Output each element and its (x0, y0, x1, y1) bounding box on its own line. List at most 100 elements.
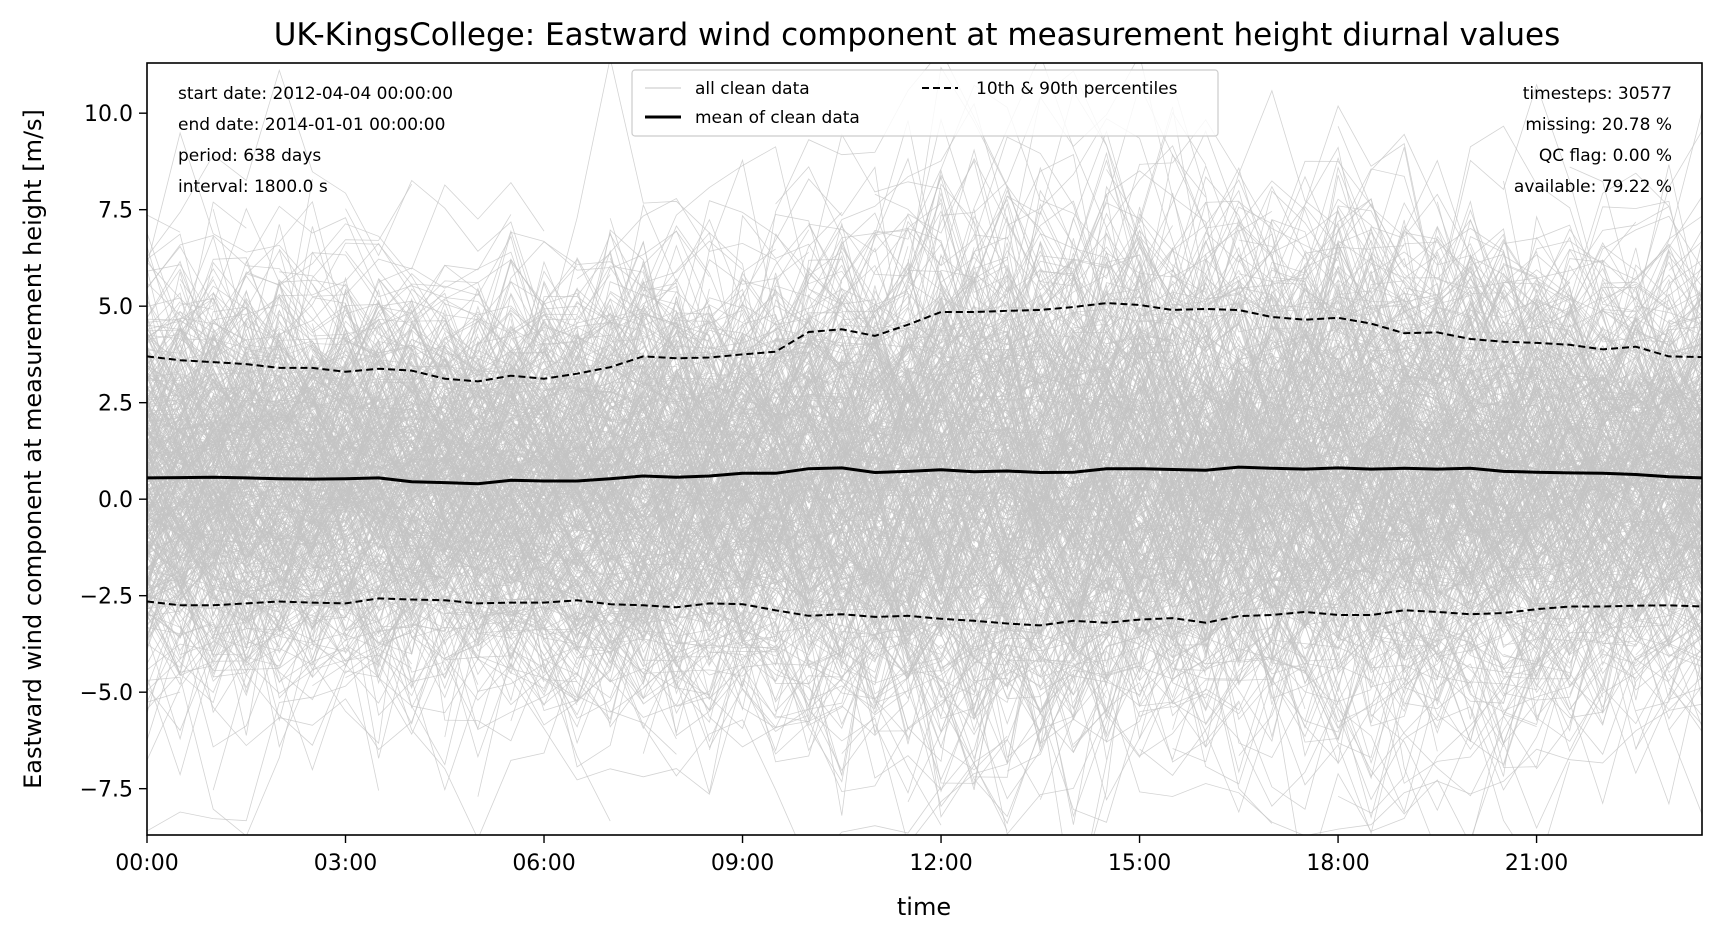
clean-data-trace (147, 251, 1702, 690)
y-tick-label: 5.0 (98, 295, 133, 320)
y-tick-label: −5.0 (80, 681, 133, 706)
clean-data-trace (147, 159, 1702, 561)
clean-data-trace (147, 347, 1702, 780)
info-right: timesteps: 30577 missing: 20.78 % QC flag:… (1514, 84, 1672, 197)
info-right-line: timesteps: 30577 (1523, 84, 1672, 104)
clean-data-trace (147, 210, 1702, 622)
clean-data-trace (147, 156, 1702, 699)
clean-data-trace (147, 84, 1702, 644)
x-tick-label: 21:00 (1505, 851, 1568, 876)
clean-data-trace (147, 320, 1702, 727)
clean-data-trace (147, 421, 1702, 801)
clean-data-trace (147, 313, 1702, 690)
clean-data-trace (179, 133, 1702, 654)
clean-data-trace (147, 246, 1670, 651)
clean-data-trace (147, 327, 1702, 658)
clean-data-trace (147, 333, 1702, 589)
chart-title: UK-KingsCollege: Eastward wind component… (274, 17, 1561, 53)
clean-data-trace (246, 297, 1702, 609)
x-tick-label: 03:00 (314, 851, 377, 876)
legend-label-mean: mean of clean data (695, 108, 860, 128)
clean-data-trace (147, 352, 1702, 640)
legend: all clean data mean of clean data 10th &… (631, 69, 1219, 137)
clean-data-trace (147, 241, 1702, 716)
percentile-10-line (147, 597, 1702, 627)
clean-data-trace (147, 357, 1702, 791)
clean-data-trace (147, 292, 1702, 835)
clean-data-trace (147, 268, 1702, 656)
clean-data-trace (147, 377, 1702, 753)
clean-data-trace (212, 411, 1702, 768)
clean-data-trace (147, 293, 1702, 584)
x-axis-label: time (897, 893, 951, 921)
clean-data-trace (147, 296, 1702, 699)
clean-data-trace (147, 282, 1702, 730)
y-axis: 10.0 7.5 5.0 2.5 0.0 −2.5 −5.0 −7.5 (80, 102, 147, 803)
clean-data-trace (147, 405, 1702, 703)
clean-data-trace (147, 342, 1702, 619)
clean-data-trace (147, 179, 1702, 651)
percentile-90-line (147, 302, 1702, 383)
clean-data-trace (147, 243, 1702, 525)
clean-data-trace (147, 264, 1702, 720)
x-axis: 00:00 03:00 06:00 09:00 12:00 15:00 18:00 21:00 (115, 835, 1568, 876)
clean-data-trace (147, 160, 1702, 683)
x-tick-label: 00:00 (115, 851, 178, 876)
y-tick-label: −7.5 (80, 778, 133, 803)
clean-data-trace (147, 201, 1702, 596)
clean-data-trace (147, 355, 1670, 681)
clean-data-trace (147, 159, 1702, 691)
clean-data-trace (147, 281, 1702, 672)
clean-data-trace (147, 258, 1702, 627)
clean-data-trace (147, 423, 1702, 738)
info-left: start date: 2012-04-04 00:00:00 end date:… (178, 84, 453, 197)
y-tick-label: 7.5 (98, 199, 133, 224)
y-tick-label: 10.0 (84, 102, 133, 127)
clean-data-trace (147, 197, 1702, 614)
clean-data-trace (147, 263, 1702, 631)
info-left-line: end date: 2014-01-01 00:00:00 (178, 115, 445, 135)
y-axis-label: Eastward wind component at measurement h… (19, 109, 47, 789)
clean-data-trace (147, 385, 1702, 754)
clean-data-trace (147, 344, 1702, 832)
clean-data-trace (147, 339, 1702, 639)
clean-data-trace (212, 175, 1702, 791)
x-tick-label: 06:00 (512, 851, 575, 876)
legend-label-percentiles: 10th & 90th percentiles (976, 79, 1178, 99)
x-tick-label: 09:00 (711, 851, 774, 876)
clean-data-trace (147, 235, 1702, 645)
y-tick-label: 0.0 (98, 488, 133, 513)
y-tick-label: 2.5 (98, 392, 133, 417)
clean-data-trace (147, 319, 1702, 651)
info-left-line: start date: 2012-04-04 00:00:00 (178, 84, 453, 104)
x-tick-label: 12:00 (909, 851, 972, 876)
clean-data-trace (147, 212, 1702, 641)
clean-data-trace (147, 300, 1702, 750)
clean-data-trace (147, 254, 1669, 576)
clean-data-trace (147, 185, 1702, 710)
info-right-line: missing: 20.78 % (1525, 115, 1672, 135)
clean-data-trace (212, 279, 1702, 725)
clean-data-trace (147, 283, 1702, 636)
x-tick-label: 15:00 (1108, 851, 1171, 876)
info-left-line: period: 638 days (178, 146, 321, 166)
clean-data-trace (147, 398, 1702, 717)
info-right-line: QC flag: 0.00 % (1539, 146, 1672, 166)
clean-data-trace (147, 193, 1702, 674)
clean-data-trace (213, 326, 1702, 652)
clean-data-trace (179, 313, 1670, 671)
mean-line (147, 465, 1702, 486)
clean-data-trace (147, 166, 1702, 677)
clean-data-trace (147, 226, 1702, 835)
clean-data-trace (147, 198, 1670, 754)
clean-data-trace (147, 413, 1702, 777)
plot-frame (146, 62, 1703, 836)
series-lines (147, 302, 1702, 627)
clean-data-trace (147, 252, 1702, 633)
clean-data-trace (147, 255, 1702, 699)
info-left-line: interval: 1800.0 s (178, 177, 328, 197)
clean-data-trace (147, 206, 1670, 604)
clean-data-trace (179, 288, 1702, 642)
clean-data-trace (147, 401, 1702, 752)
clean-data-trace (147, 181, 1702, 688)
